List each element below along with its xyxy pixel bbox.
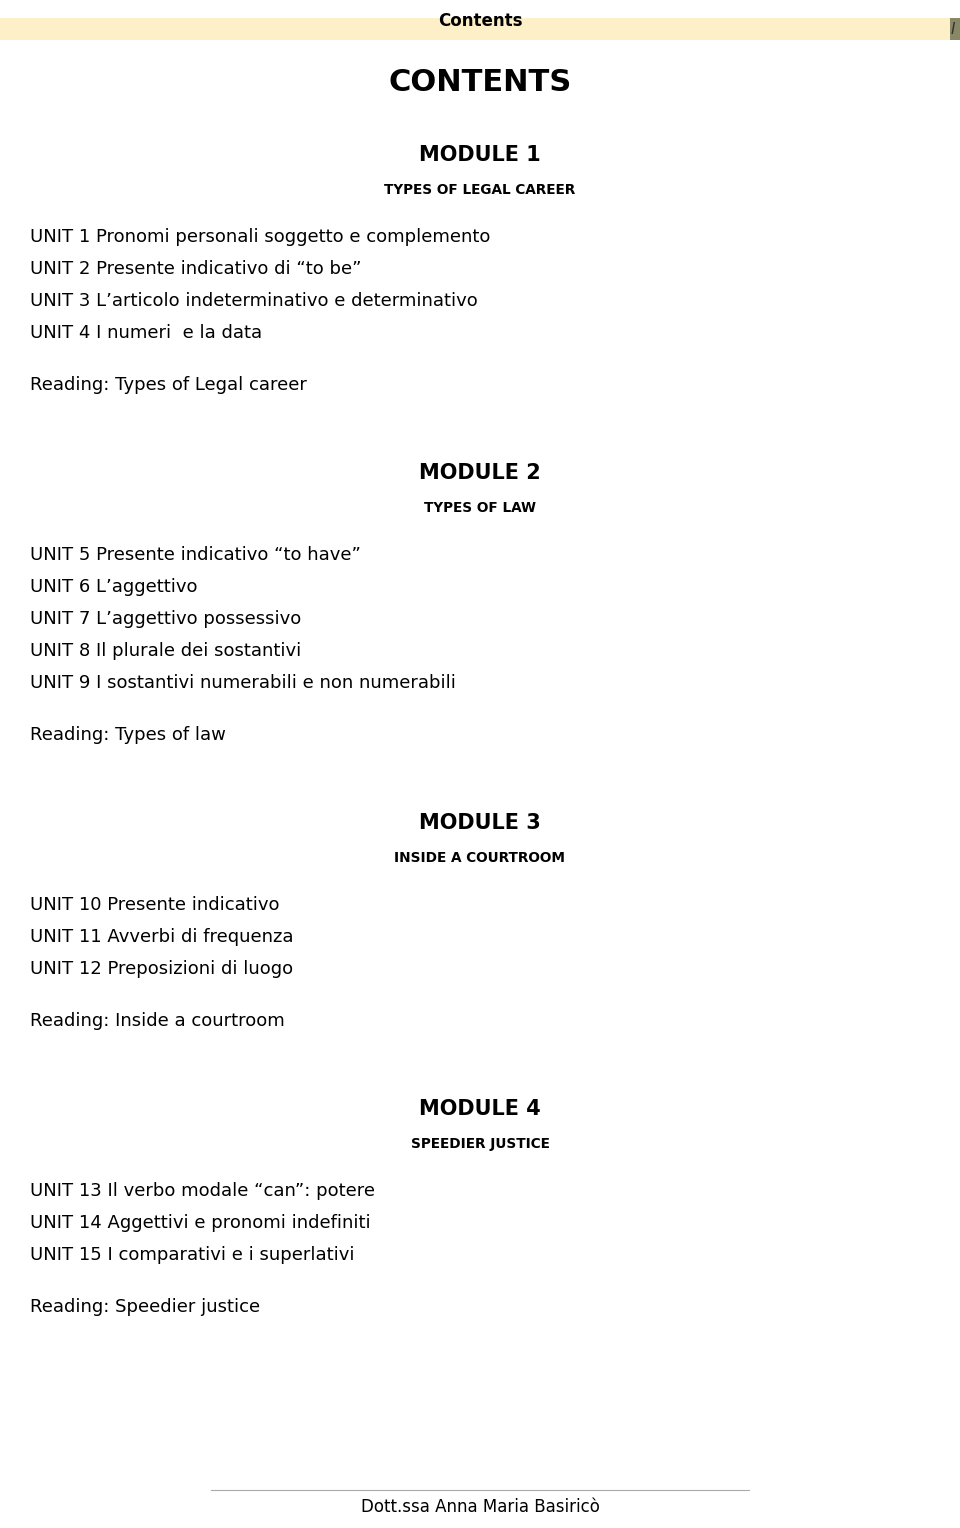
Text: UNIT 14 Aggettivi e pronomi indefiniti: UNIT 14 Aggettivi e pronomi indefiniti [30,1215,371,1232]
Text: CONTENTS: CONTENTS [389,69,571,96]
Text: UNIT 2 Presente indicativo di “to be”: UNIT 2 Presente indicativo di “to be” [30,260,362,278]
Text: UNIT 8 Il plurale dei sostantivi: UNIT 8 Il plurale dei sostantivi [30,642,301,660]
Text: UNIT 10 Presente indicativo: UNIT 10 Presente indicativo [30,895,279,914]
Text: UNIT 4 I numeri  e la data: UNIT 4 I numeri e la data [30,324,262,342]
Text: MODULE 4: MODULE 4 [420,1099,540,1118]
Text: UNIT 6 L’aggettivo: UNIT 6 L’aggettivo [30,578,198,596]
Text: UNIT 5 Presente indicativo “to have”: UNIT 5 Presente indicativo “to have” [30,545,361,564]
Text: I: I [950,23,955,38]
Text: UNIT 13 Il verbo modale “can”: potere: UNIT 13 Il verbo modale “can”: potere [30,1183,375,1199]
Text: TYPES OF LEGAL CAREER: TYPES OF LEGAL CAREER [384,183,576,197]
Bar [0,18,950,40]
Text: UNIT 12 Preposizioni di luogo: UNIT 12 Preposizioni di luogo [30,960,293,978]
Text: UNIT 1 Pronomi personali soggetto e complemento: UNIT 1 Pronomi personali soggetto e comp… [30,228,491,246]
Text: MODULE 2: MODULE 2 [420,463,540,483]
Text: UNIT 9 I sostantivi numerabili e non numerabili: UNIT 9 I sostantivi numerabili e non num… [30,674,456,692]
Text: UNIT 7 L’aggettivo possessivo: UNIT 7 L’aggettivo possessivo [30,610,301,628]
Text: Contents: Contents [438,12,522,31]
Text: UNIT 11 Avverbi di frequenza: UNIT 11 Avverbi di frequenza [30,927,294,946]
Text: INSIDE A COURTROOM: INSIDE A COURTROOM [395,851,565,865]
Text: UNIT 3 L’articolo indeterminativo e determinativo: UNIT 3 L’articolo indeterminativo e dete… [30,292,478,310]
Text: Reading: Speedier justice: Reading: Speedier justice [30,1297,260,1316]
Text: Reading: Types of law: Reading: Types of law [30,726,226,744]
Text: Reading: Types of Legal career: Reading: Types of Legal career [30,376,307,394]
Text: SPEEDIER JUSTICE: SPEEDIER JUSTICE [411,1137,549,1151]
Text: MODULE 1: MODULE 1 [420,145,540,165]
Text: UNIT 15 I comparativi e i superlativi: UNIT 15 I comparativi e i superlativi [30,1245,354,1264]
Bar [950,18,960,40]
Text: Reading: Inside a courtroom: Reading: Inside a courtroom [30,1012,285,1030]
Text: Dott.ssa Anna Maria Basiricò: Dott.ssa Anna Maria Basiricò [361,1497,599,1516]
Text: MODULE 3: MODULE 3 [420,813,540,833]
Text: TYPES OF LAW: TYPES OF LAW [424,501,536,515]
